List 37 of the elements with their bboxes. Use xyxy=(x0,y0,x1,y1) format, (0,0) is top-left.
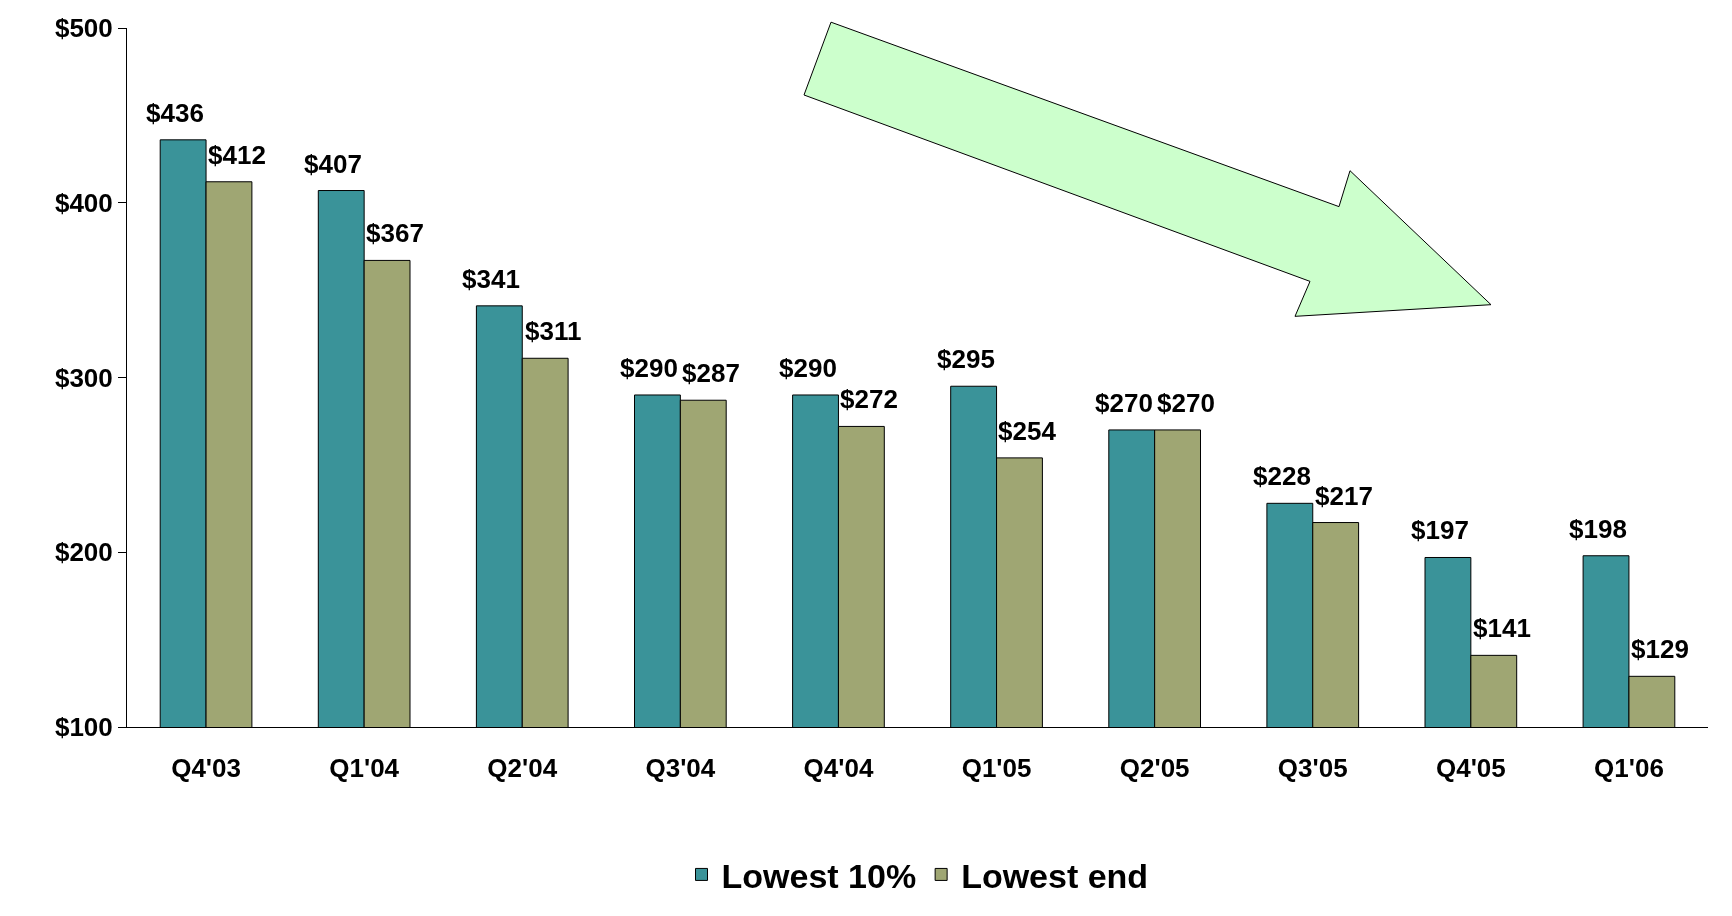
legend-label: Lowest end xyxy=(961,856,1149,895)
data-label: $272 xyxy=(840,384,898,414)
data-label: $141 xyxy=(1473,613,1531,643)
y-tick-label: $200 xyxy=(54,537,113,568)
y-tick-label: $300 xyxy=(54,362,113,393)
data-label: $367 xyxy=(366,218,424,248)
data-label: $129 xyxy=(1631,634,1689,664)
y-tick-label: $400 xyxy=(54,187,113,218)
data-label: $270 xyxy=(1157,388,1215,418)
data-label: $290 xyxy=(620,353,678,383)
data-label: $254 xyxy=(998,416,1057,446)
data-label: $287 xyxy=(682,358,740,388)
x-tick-label: Q3'04 xyxy=(645,753,716,784)
data-label: $311 xyxy=(525,316,582,346)
data-label: $436 xyxy=(146,98,204,128)
data-label: $290 xyxy=(779,353,837,383)
data-label: $341 xyxy=(462,264,520,294)
data-label: $198 xyxy=(1569,514,1627,544)
x-tick-label: Q1'06 xyxy=(1594,753,1664,784)
x-tick-label: Q4'03 xyxy=(171,753,241,784)
data-label: $270 xyxy=(1095,388,1153,418)
y-tick-label: $500 xyxy=(54,13,113,44)
data-label: $217 xyxy=(1315,481,1373,511)
x-tick-label: Q1'05 xyxy=(961,753,1032,784)
data-label: $412 xyxy=(208,140,266,170)
data-label: $228 xyxy=(1253,461,1311,491)
x-tick-label: Q4'04 xyxy=(803,753,874,784)
data-label: $407 xyxy=(304,149,362,179)
x-tick-label: Q4'05 xyxy=(1435,753,1506,784)
y-tick-label: $100 xyxy=(54,712,113,743)
x-tick-label: Q2'04 xyxy=(487,753,558,784)
x-tick-label: Q3'05 xyxy=(1277,753,1348,784)
x-tick-label: Q1'04 xyxy=(329,753,400,784)
data-label: $197 xyxy=(1411,515,1469,545)
legend-label: Lowest 10% xyxy=(721,856,917,895)
x-tick-label: Q2'05 xyxy=(1119,753,1190,784)
data-label: $295 xyxy=(937,344,995,374)
